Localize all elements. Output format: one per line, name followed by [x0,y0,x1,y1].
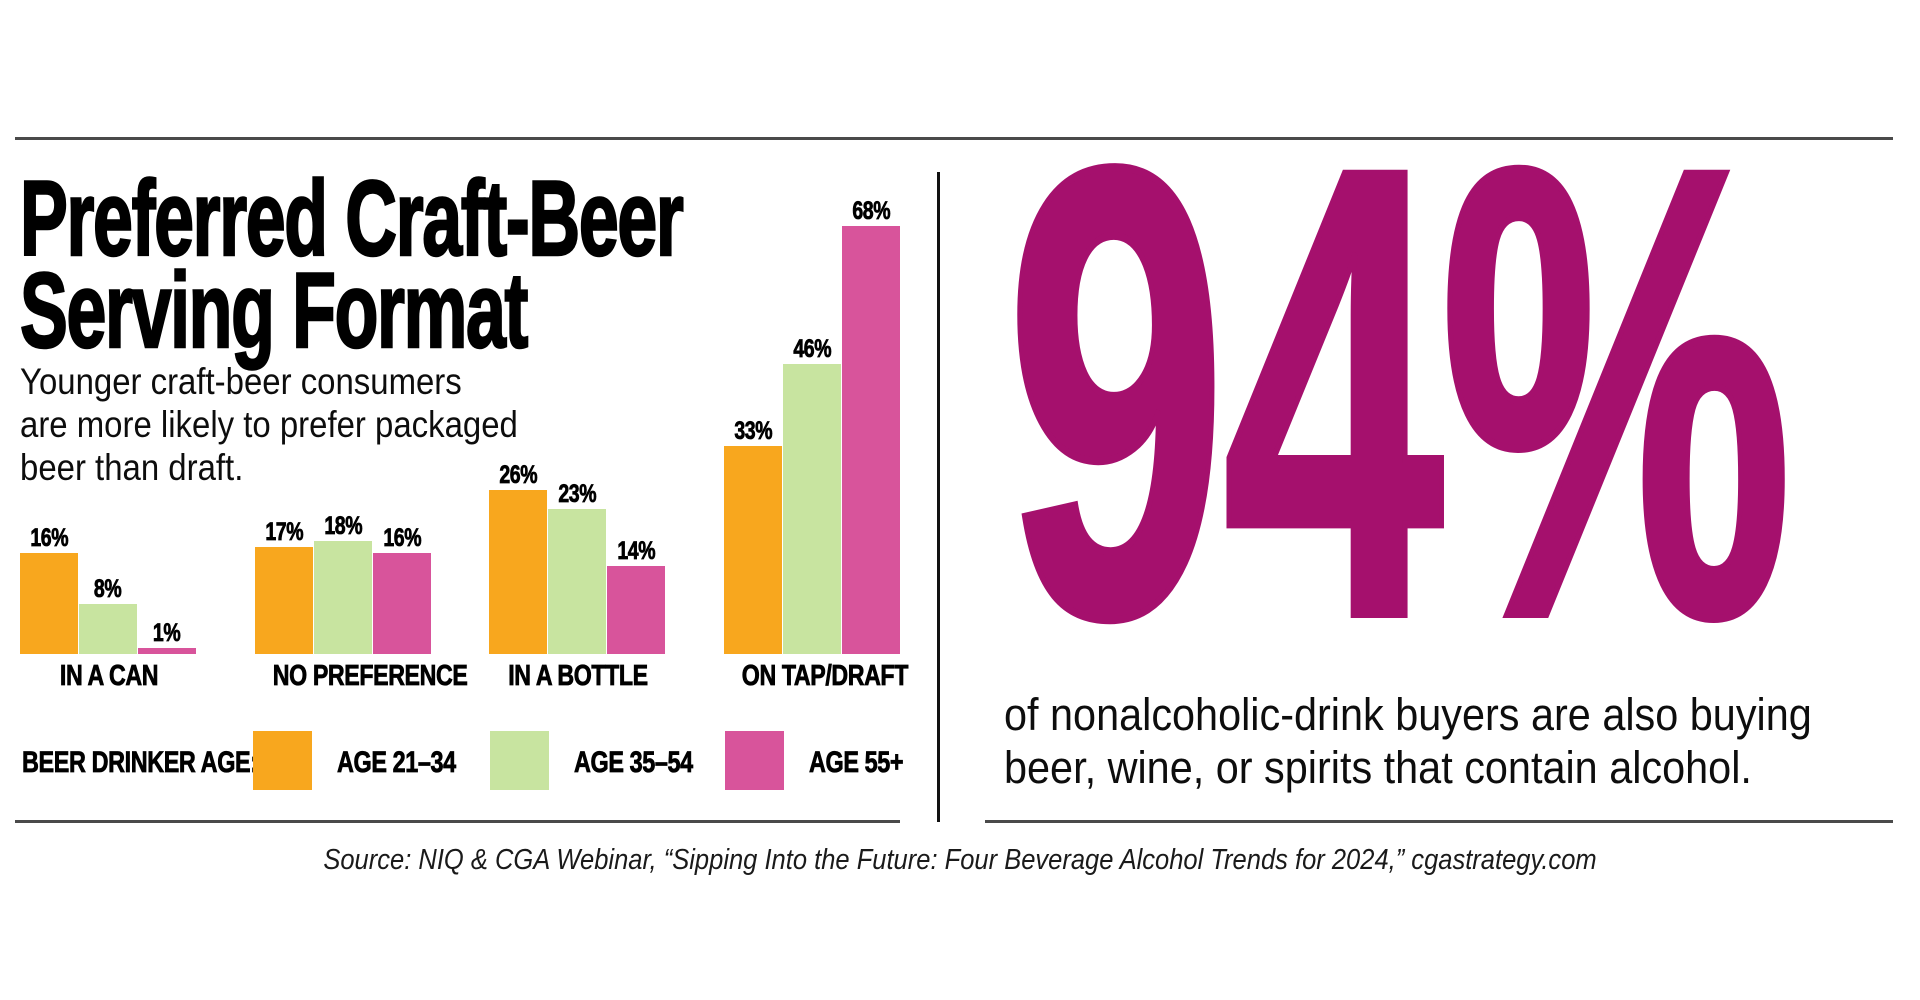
bar-value-label: 16% [383,524,422,552]
legend-swatch [490,731,549,790]
vertical-divider [937,172,940,822]
bottom-rule-right [985,820,1893,823]
chart-title-line1: Preferred Craft-Beer [19,158,684,278]
stat-value: 94% [1004,35,1796,750]
bar [607,566,665,654]
bar-value-label: 17% [265,518,304,546]
bar-with-label: 18% [314,512,372,654]
bar [255,547,313,654]
bar-with-label: 14% [607,537,665,654]
bar-value-label: 14% [617,537,656,565]
bar-with-label: 1% [138,619,196,654]
bar-with-label: 46% [783,335,841,654]
bar [314,541,372,654]
stat-description-line: beer, wine, or spirits that contain alco… [1004,742,1752,793]
category-label: IN A CAN [59,660,159,692]
bar [373,553,431,654]
bar-value-label: 16% [30,524,69,552]
top-rule [15,137,1893,140]
bar-value-label: 46% [793,335,832,363]
legend-label: AGE 55+ [809,746,904,779]
bar [489,490,547,654]
bar-with-label: 17% [255,518,313,654]
bar-group: 33% 46% 68% [724,197,900,654]
bar [783,364,841,654]
bar [548,509,606,654]
legend-label: AGE 21–34 [337,746,457,779]
bar-with-label: 26% [489,461,547,654]
bar [724,446,782,654]
stat-description: of nonalcoholic-drink buyers are also bu… [1004,688,1812,794]
bar-with-label: 68% [842,197,900,654]
chart-title: Preferred Craft-Beer Serving Format [19,158,684,370]
subtitle-line: are more likely to prefer packaged [20,404,518,445]
subtitle-line: beer than draft. [20,447,244,488]
legend-swatch [253,731,312,790]
bar-value-label: 1% [153,619,181,647]
category-label: NO PREFERENCE [272,660,468,692]
bar-group: 16% 8% 1% [20,524,196,654]
legend-title: BEER DRINKER AGE: [22,746,259,779]
stat-description-line: of nonalcoholic-drink buyers are also bu… [1004,689,1812,740]
bar-group: 26% 23% 14% [489,461,665,654]
bar-with-label: 23% [548,480,606,654]
category-label: ON TAP/DRAFT [741,660,908,692]
bar-value-label: 18% [324,512,363,540]
bar [138,648,196,654]
bar-value-label: 8% [94,575,122,603]
subtitle-line: Younger craft-beer consumers [20,361,462,402]
bar-with-label: 8% [79,575,137,654]
bottom-rule-left [15,820,900,823]
bar-value-label: 23% [558,480,597,508]
bar-with-label: 16% [373,524,431,654]
bar-value-label: 26% [499,461,538,489]
bar [20,553,78,654]
bar-with-label: 16% [20,524,78,654]
chart-title-line2: Serving Format [19,250,529,370]
bar-value-label: 68% [852,197,891,225]
bar-value-label: 33% [734,417,773,445]
bar [79,604,137,654]
legend-swatch [725,731,784,790]
bar-with-label: 33% [724,417,782,654]
bar-group: 17% 18% 16% [255,512,431,654]
chart-subtitle: Younger craft-beer consumers are more li… [20,360,518,489]
source-note: Source: NIQ & CGA Webinar, “Sipping Into… [323,844,1597,876]
bar-chart: 16% 8% 1% 17% 18% 16% 26% 23% 14% 33% 46% 68% [0,0,937,654]
category-label: IN A BOTTLE [508,660,649,692]
legend-label: AGE 35–54 [574,746,694,779]
bar [842,226,900,654]
